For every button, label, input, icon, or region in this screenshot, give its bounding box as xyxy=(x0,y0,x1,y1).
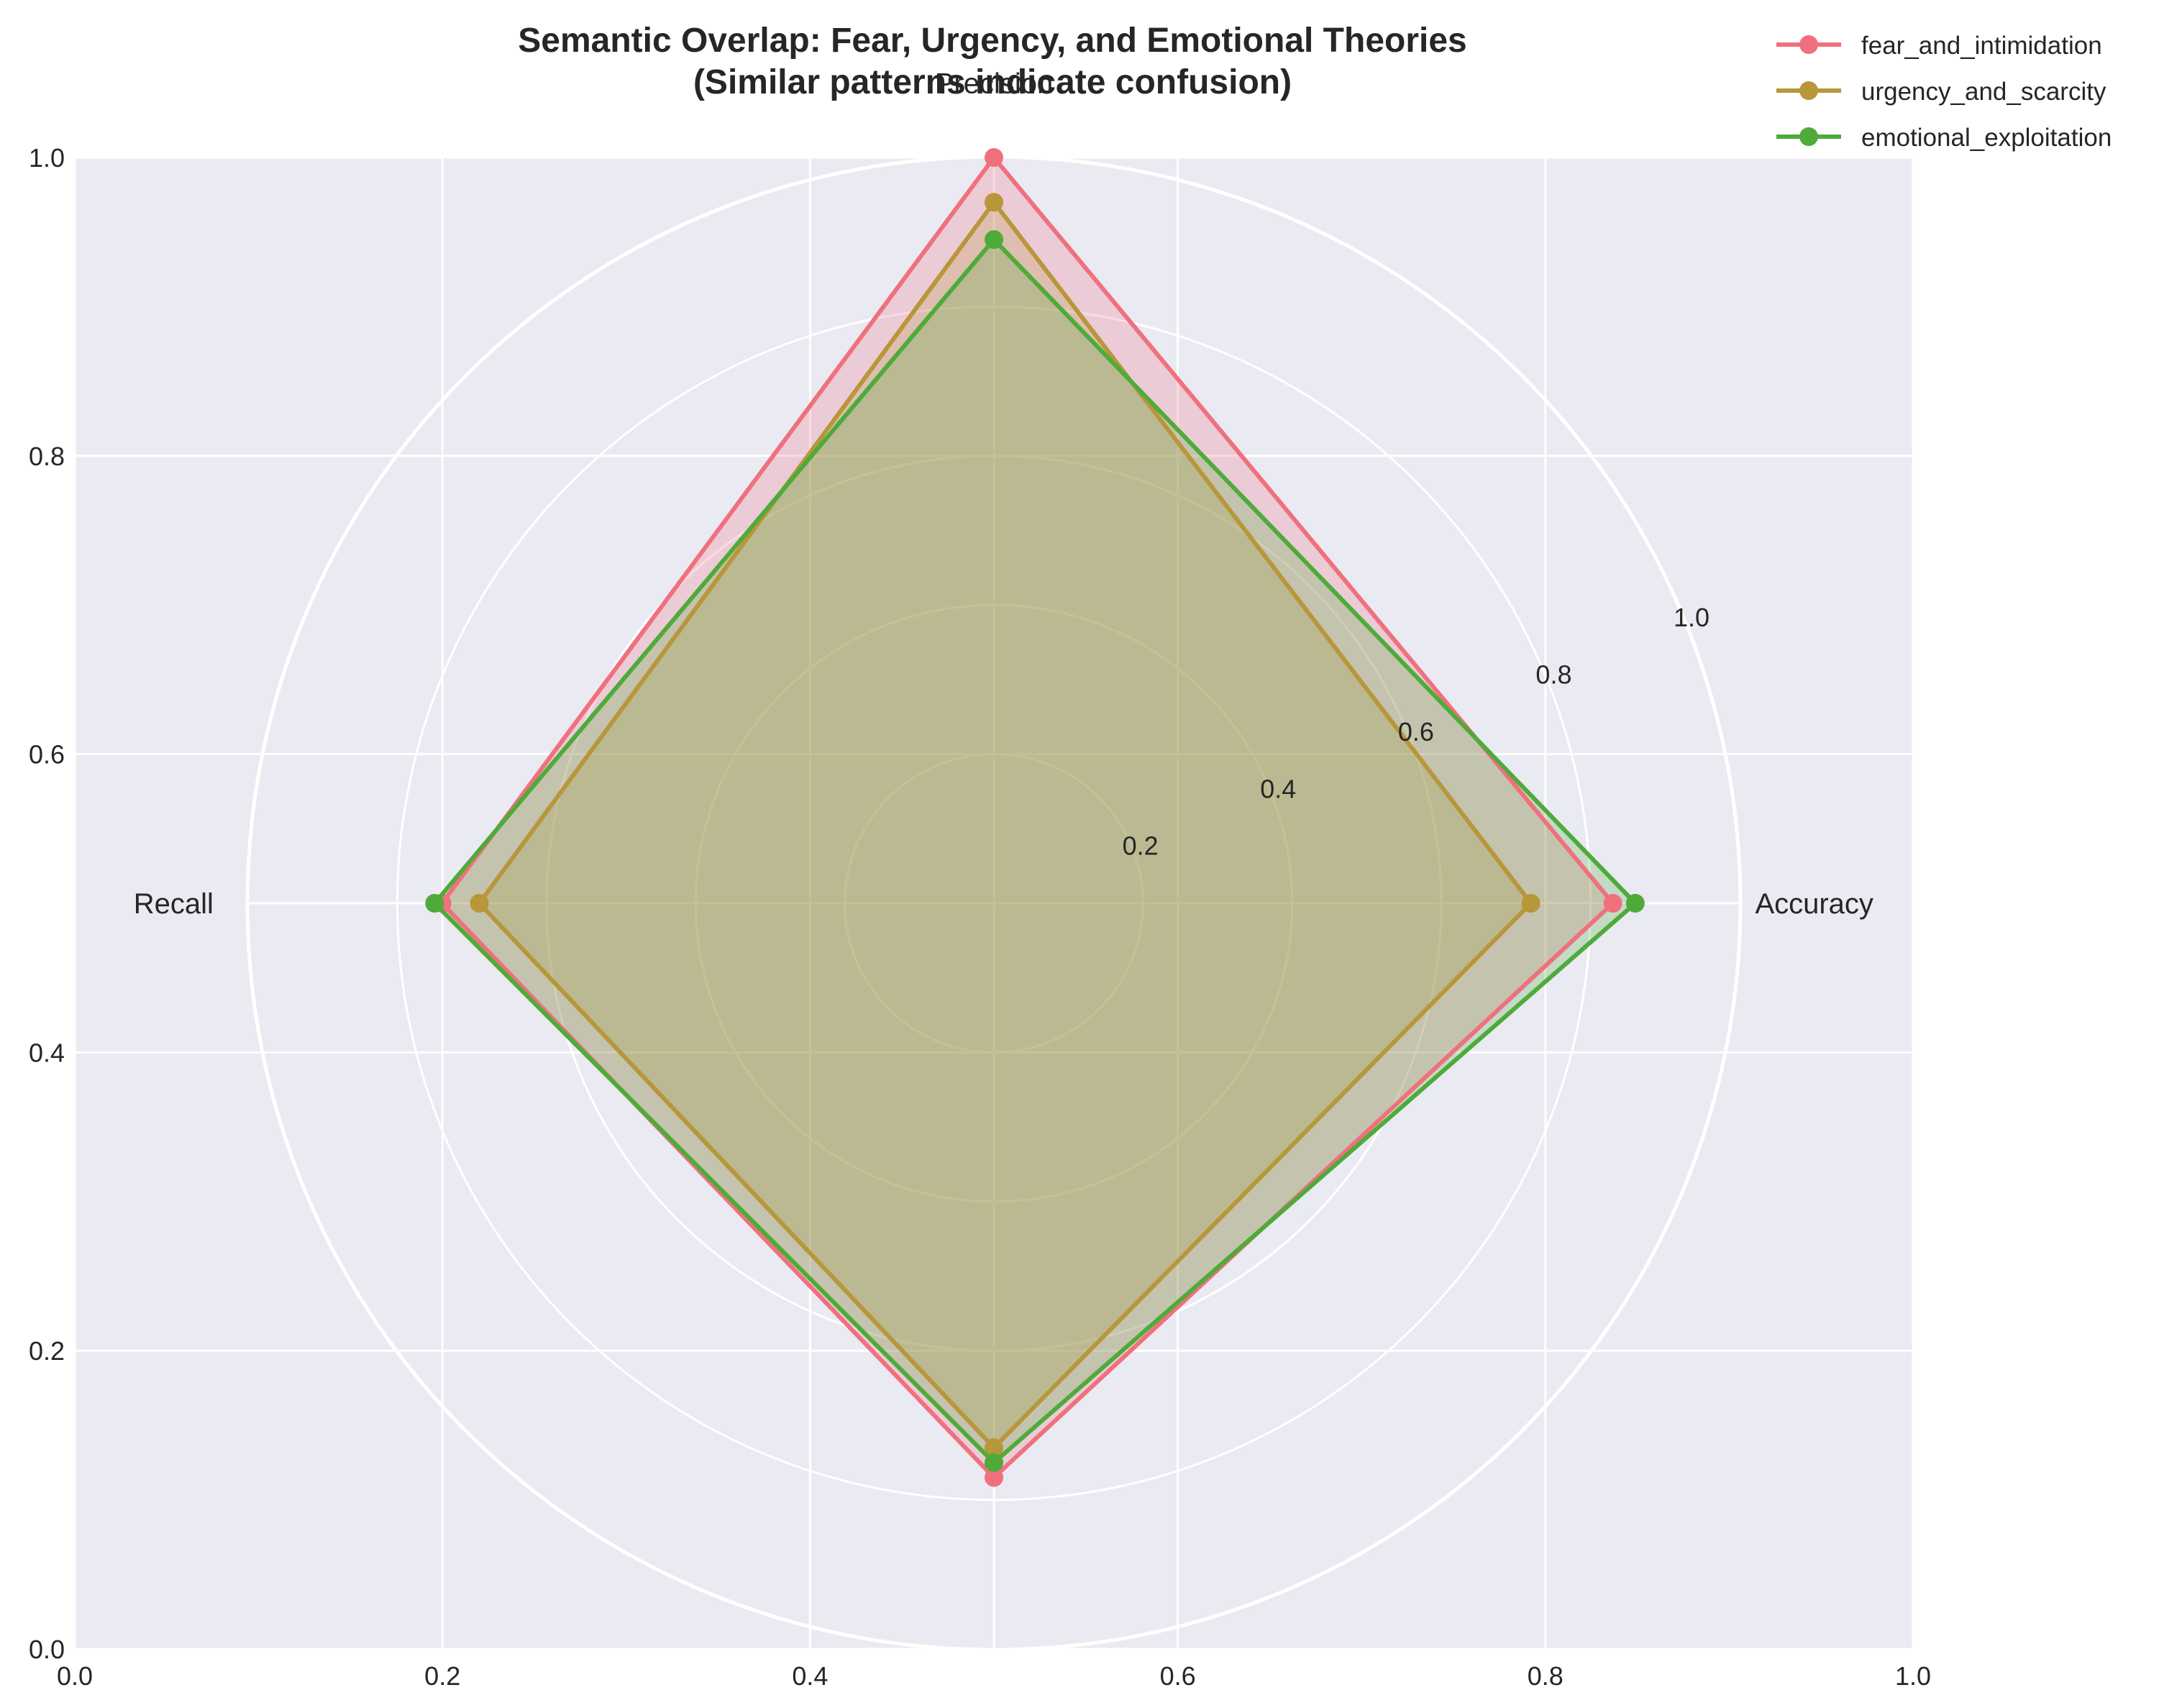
x-tick-label: 1.0 xyxy=(1895,1661,1931,1691)
y-tick-label: 1.0 xyxy=(29,143,65,173)
data-point-fear_and_intimidation-F1_Score xyxy=(985,1468,1003,1487)
data-point-emotional_exploitation-Precision xyxy=(985,230,1003,250)
x-tick-label: 0.0 xyxy=(57,1661,93,1691)
radial-tick-label: 0.4 xyxy=(1260,774,1296,803)
legend-label-urgency_and_scarcity: urgency_and_scarcity xyxy=(1861,78,2106,106)
series-layer xyxy=(425,148,1645,1487)
series-area-urgency_and_scarcity xyxy=(479,202,1531,1448)
radial-tick-label: 0.2 xyxy=(1123,831,1159,861)
chart-title: Semantic Overlap: Fear, Urgency, and Emo… xyxy=(518,22,1467,60)
data-point-fear_and_intimidation-Accuracy xyxy=(1603,894,1622,913)
radial-tick-label: 0.8 xyxy=(1535,660,1571,690)
legend-marker-fear_and_intimidation xyxy=(1799,35,1818,54)
y-tick-label: 0.8 xyxy=(29,442,65,471)
category-label-Accuracy: Accuracy xyxy=(1755,888,1873,920)
y-tick-label: 0.6 xyxy=(29,740,65,769)
x-tick-label: 0.2 xyxy=(424,1661,460,1691)
legend: fear_and_intimidation urgency_and_scarcit… xyxy=(1776,32,2112,152)
y-tick-label: 0.0 xyxy=(29,1635,65,1664)
label-layer: 0.20.40.60.81.0AccuracyPrecisionRecallF1… xyxy=(134,68,1873,920)
data-point-emotional_exploitation-Accuracy xyxy=(1625,894,1645,913)
data-point-urgency_and_scarcity-Precision xyxy=(985,193,1003,212)
legend-label-fear_and_intimidation: fear_and_intimidation xyxy=(1861,32,2102,60)
data-point-urgency_and_scarcity-F1_Score xyxy=(985,1438,1003,1458)
x-tick-label: 0.8 xyxy=(1528,1661,1564,1691)
data-point-emotional_exploitation-F1_Score xyxy=(985,1453,1003,1472)
legend-marker-emotional_exploitation xyxy=(1799,127,1818,146)
series-area-emotional_exploitation xyxy=(434,239,1635,1463)
x-tick-label: 0.6 xyxy=(1160,1661,1196,1691)
y-tick-label: 0.4 xyxy=(29,1038,65,1067)
data-point-fear_and_intimidation-Precision xyxy=(985,148,1003,167)
legend-label-emotional_exploitation: emotional_exploitation xyxy=(1861,124,2112,152)
series-area-fear_and_intimidation xyxy=(442,157,1613,1478)
chart-subtitle: (Similar patterns indicate confusion) xyxy=(693,63,1292,101)
data-point-urgency_and_scarcity-Recall xyxy=(470,894,489,913)
legend-marker-urgency_and_scarcity xyxy=(1799,81,1818,100)
data-point-emotional_exploitation-Recall xyxy=(425,894,444,913)
data-point-urgency_and_scarcity-Accuracy xyxy=(1521,894,1540,913)
polar-grid xyxy=(245,155,1743,1652)
radial-tick-label: 0.6 xyxy=(1398,717,1434,746)
category-label-Precision: Precision xyxy=(935,68,1054,99)
y-tick-label: 0.2 xyxy=(29,1336,65,1366)
x-tick-label: 0.4 xyxy=(792,1661,828,1691)
category-label-Recall: Recall xyxy=(134,888,214,920)
radial-tick-label: 1.0 xyxy=(1674,603,1709,632)
